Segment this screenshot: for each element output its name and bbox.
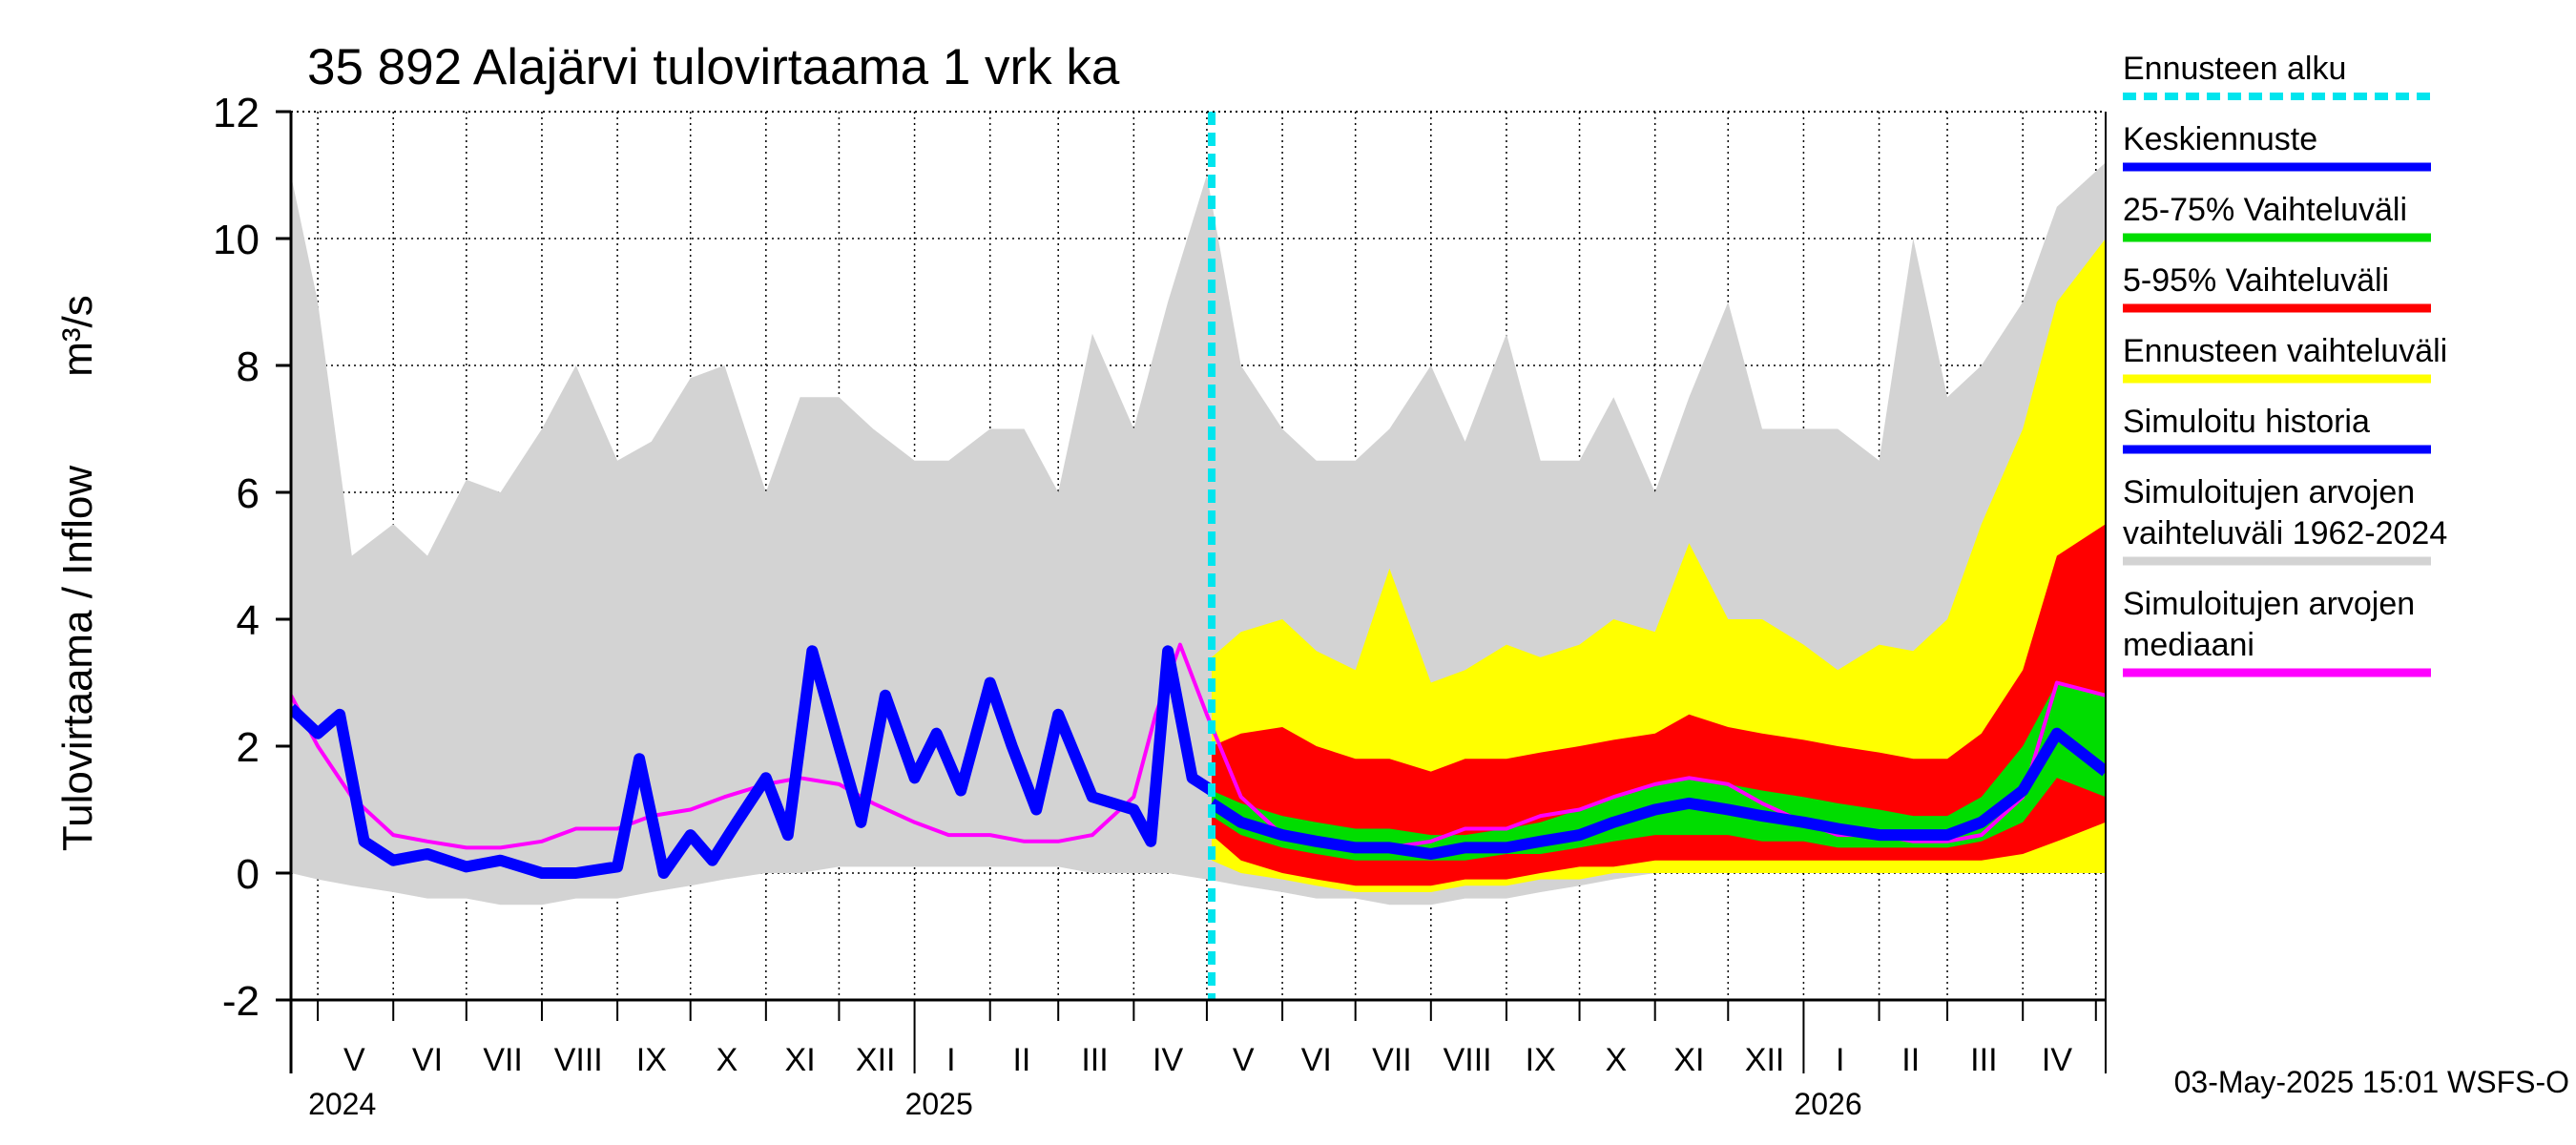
month-label: IX [636, 1042, 667, 1078]
legend-label: Simuloitu historia [2123, 404, 2370, 440]
legend-label: Ennusteen vaihteluväli [2123, 333, 2447, 369]
month-label: XII [1745, 1042, 1785, 1078]
footer-timestamp: 03-May-2025 15:01 WSFS-O [2174, 1065, 2569, 1099]
series-25-75-vaihteluv-li [1212, 682, 2106, 861]
legend: Ennusteen alku Keskiennuste 25-75% Vaihtel… [2123, 51, 2447, 677]
month-label: X [717, 1042, 738, 1078]
y-tick-label: -2 [222, 978, 260, 1025]
month-label: X [1605, 1042, 1627, 1078]
month-label: IV [1153, 1042, 1183, 1078]
month-label: I [1836, 1042, 1844, 1078]
month-label: III [1081, 1042, 1108, 1078]
month-label: XII [856, 1042, 896, 1078]
y-tick-label: 6 [237, 470, 260, 517]
year-label: 2026 [1794, 1087, 1861, 1121]
month-label: XI [1673, 1042, 1704, 1078]
month-label: VIII [554, 1042, 603, 1078]
month-label: VI [412, 1042, 443, 1078]
y-tick-label: 8 [237, 344, 260, 390]
month-label: III [1970, 1042, 1997, 1078]
month-label: VII [1372, 1042, 1412, 1078]
month-label: IX [1526, 1042, 1556, 1078]
legend-label: Keskiennuste [2123, 121, 2317, 157]
series-ennusteen-vaihteluv-li [1212, 239, 2106, 892]
month-label: I [946, 1042, 955, 1078]
legend-label: Ennusteen alku [2123, 51, 2346, 87]
legend-label-line2: vaihteluväli 1962-2024 [2123, 515, 2447, 552]
y-axis-unit: m³/s [54, 295, 101, 377]
y-tick-label: 0 [237, 851, 260, 898]
month-label: VII [483, 1042, 523, 1078]
series-simuloitu-historia [291, 645, 1215, 879]
month-label: V [1233, 1042, 1255, 1078]
y-axis-label: Tulovirtaama / Inflow [54, 466, 101, 852]
legend-label: 5-95% Vaihteluväli [2123, 262, 2389, 299]
year-label: 2025 [905, 1087, 973, 1121]
series-5-95-vaihteluv-li [1212, 524, 2106, 886]
legend-label: Simuloitujen arvojen [2123, 474, 2415, 510]
y-tick-label: 10 [213, 217, 260, 263]
series-keskiennuste [1208, 727, 2106, 860]
month-label: XI [785, 1042, 816, 1078]
month-label: II [1901, 1042, 1920, 1078]
legend-label-line2: mediaani [2123, 627, 2254, 663]
y-tick-label: 12 [213, 90, 260, 136]
month-label: VIII [1444, 1042, 1492, 1078]
legend-label: Simuloitujen arvojen [2123, 586, 2415, 622]
month-label: VI [1301, 1042, 1332, 1078]
plot-clipped-group [291, 112, 2106, 1000]
year-label: 2024 [308, 1087, 376, 1121]
month-label: V [343, 1042, 365, 1078]
month-label: II [1012, 1042, 1030, 1078]
legend-label: 25-75% Vaihteluväli [2123, 192, 2407, 228]
y-tick-label: 2 [237, 724, 260, 771]
y-tick-label: 4 [237, 597, 260, 644]
chart-title: 35 892 Alajärvi tulovirtaama 1 vrk ka [307, 39, 1120, 95]
plot-area [291, 112, 2106, 1000]
month-label: IV [2042, 1042, 2072, 1078]
